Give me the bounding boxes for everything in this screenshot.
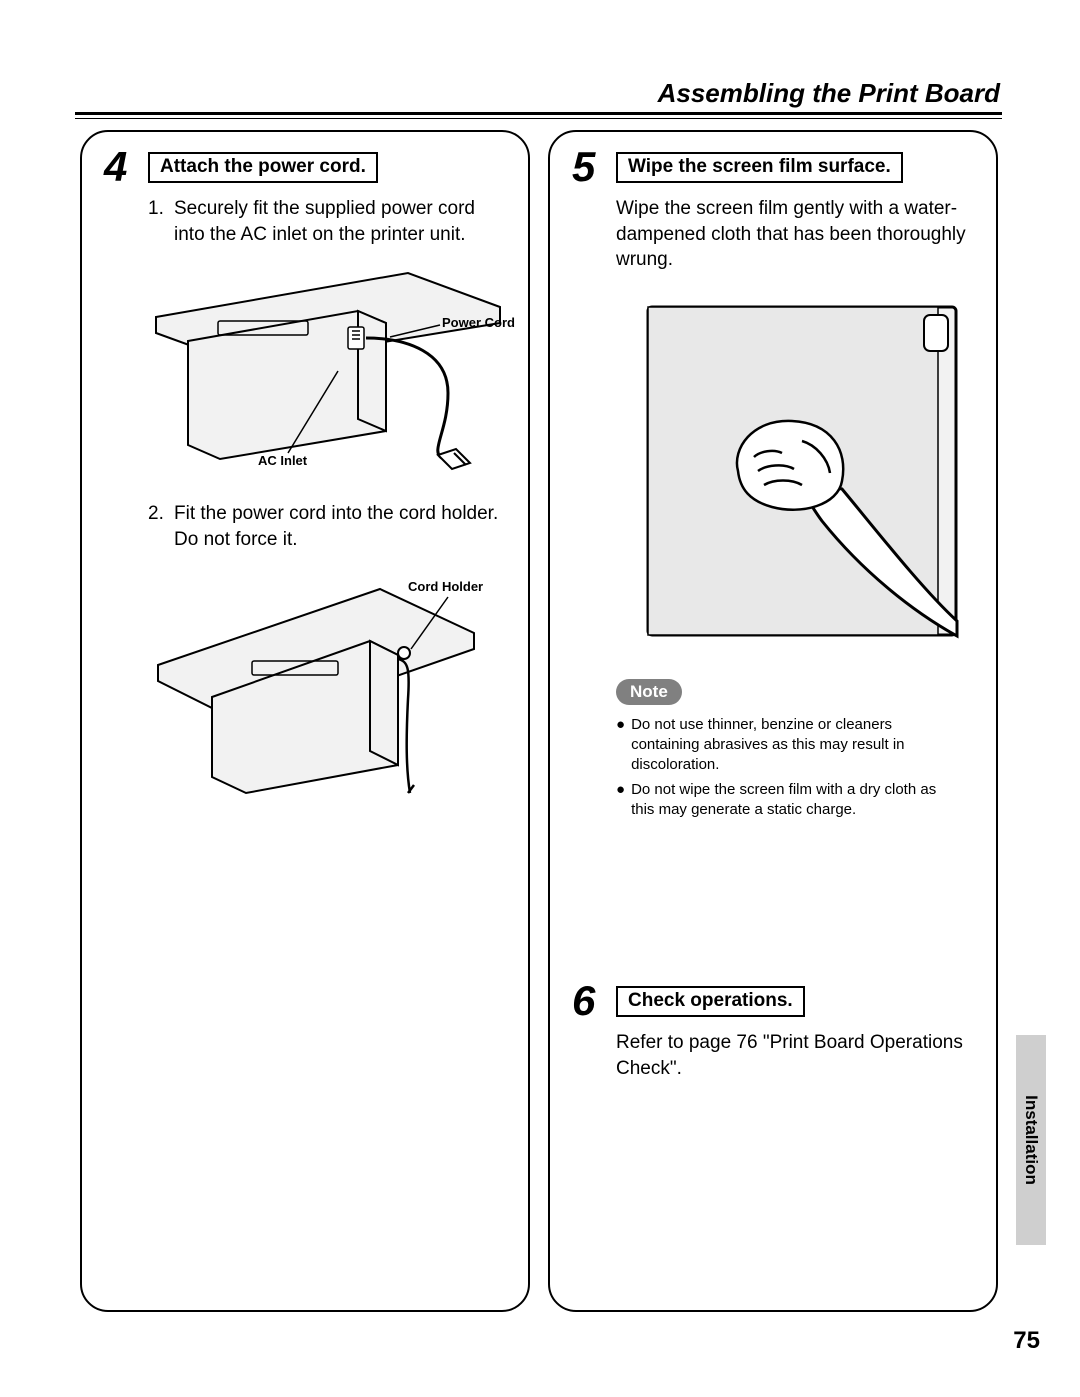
substep-2: 2. Fit the power cord into the cord hold… — [148, 501, 506, 552]
power-cord-diagram-icon — [148, 263, 508, 483]
label-power-cord: Power Cord — [442, 315, 515, 330]
step-header-4: 4 Attach the power cord. — [104, 146, 506, 188]
wipe-screen-diagram-icon — [642, 301, 962, 641]
label-cord-holder: Cord Holder — [408, 579, 483, 594]
step-title: Wipe the screen film surface. — [616, 152, 903, 183]
note-item: ● Do not wipe the screen film with a dry… — [616, 780, 952, 821]
substep-number: 2. — [148, 501, 168, 552]
note-text: Do not use thinner, benzine or cleaners … — [631, 715, 952, 776]
step-header-6: 6 Check operations. — [572, 980, 974, 1022]
page-title: Assembling the Print Board — [658, 78, 1000, 109]
cord-holder-diagram-icon — [148, 569, 508, 799]
substep-number: 1. — [148, 196, 168, 247]
step-header-5: 5 Wipe the screen film surface. — [572, 146, 974, 188]
section-tab: Installation — [1016, 1035, 1046, 1245]
title-rule-thin — [75, 118, 1002, 119]
note-item: ● Do not use thinner, benzine or cleaner… — [616, 715, 952, 776]
step-number: 5 — [572, 146, 606, 188]
note-text: Do not wipe the screen film with a dry c… — [631, 780, 952, 821]
bullet-icon: ● — [616, 780, 625, 821]
substep-text: Securely fit the supplied power cord int… — [174, 196, 506, 247]
figure-power-cord: Power Cord AC Inlet — [148, 263, 508, 483]
step-number: 4 — [104, 146, 138, 188]
step-5-body: Wipe the screen film gently with a water… — [616, 196, 974, 273]
substep-1: 1. Securely fit the supplied power cord … — [148, 196, 506, 247]
section-tab-label: Installation — [1021, 1095, 1041, 1185]
panel-steps-5-6: 5 Wipe the screen film surface. Wipe the… — [548, 130, 998, 1312]
step-title: Attach the power cord. — [148, 152, 378, 183]
step-title: Check operations. — [616, 986, 805, 1017]
page-number: 75 — [1013, 1327, 1040, 1355]
step-number: 6 — [572, 980, 606, 1022]
panel-step-4: 4 Attach the power cord. 1. Securely fit… — [80, 130, 530, 1312]
note-label: Note — [616, 679, 682, 705]
note-list: ● Do not use thinner, benzine or cleaner… — [616, 715, 952, 820]
bullet-icon: ● — [616, 715, 625, 776]
title-rule — [75, 112, 1002, 115]
figure-cord-holder: Cord Holder — [148, 569, 508, 799]
label-ac-inlet: AC Inlet — [258, 453, 307, 468]
substep-text: Fit the power cord into the cord holder.… — [174, 501, 506, 552]
figure-wipe-screen — [642, 301, 962, 641]
step-6-body: Refer to page 76 "Print Board Operations… — [616, 1030, 974, 1081]
